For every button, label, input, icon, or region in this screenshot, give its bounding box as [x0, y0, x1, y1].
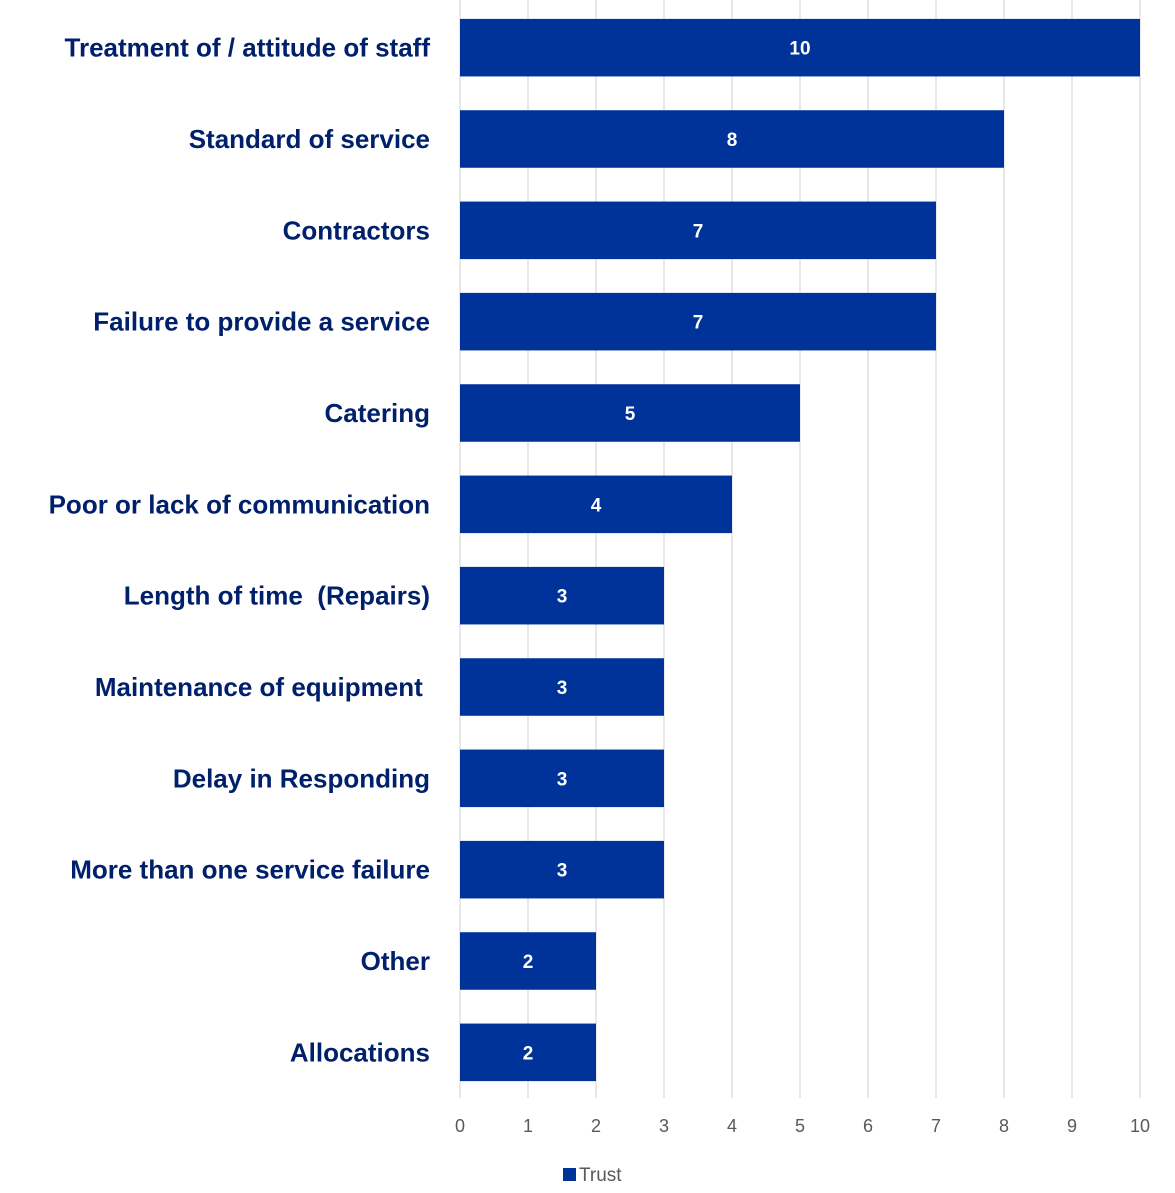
category-label: Treatment of / attitude of staff	[65, 33, 431, 63]
x-tick-label: 8	[999, 1116, 1009, 1136]
bar	[460, 110, 1004, 168]
grid-lines	[459, 0, 1141, 1098]
category-label: Maintenance of equipment	[95, 672, 430, 702]
bar	[460, 932, 596, 990]
x-tick-label: 3	[659, 1116, 669, 1136]
bar	[460, 292, 936, 351]
x-tick-label: 0	[455, 1116, 465, 1136]
bar-value-label: 5	[625, 404, 636, 425]
category-label: Length of time (Repairs)	[124, 581, 430, 611]
bar	[460, 840, 664, 899]
bar-value-label: 3	[557, 769, 568, 790]
bar-value-label: 8	[727, 130, 738, 151]
bar	[460, 475, 732, 534]
legend-label-trust: Trust	[579, 1165, 622, 1186]
x-tick-label: 6	[863, 1116, 873, 1136]
bar-value-label: 7	[693, 221, 704, 242]
bar-value-label: 3	[557, 587, 568, 608]
x-tick-label: 9	[1067, 1116, 1077, 1136]
category-label: Other	[361, 946, 430, 976]
category-label: Standard of service	[189, 124, 430, 154]
bar	[460, 566, 664, 625]
x-tick-label: 4	[727, 1116, 737, 1136]
x-tick-label: 10	[1130, 1116, 1150, 1136]
category-label: More than one service failure	[70, 855, 430, 885]
bar	[460, 1023, 596, 1082]
x-tick-label: 7	[931, 1116, 941, 1136]
bar	[460, 201, 936, 260]
legend: Trust	[563, 1165, 622, 1186]
bar	[460, 749, 664, 808]
category-label: Poor or lack of communication	[49, 489, 430, 519]
bar-value-label: 3	[557, 678, 568, 699]
bar	[460, 384, 800, 442]
bar-value-label: 4	[591, 495, 602, 516]
bar-value-label: 2	[523, 952, 534, 973]
x-axis-ticks: 0 1 2 3 4 5 6 7 8 9 10	[455, 1116, 1150, 1136]
bar-value-label: 3	[557, 861, 568, 882]
category-label: Catering	[325, 398, 430, 428]
category-labels: Treatment of / attitude of staff Standard…	[49, 33, 431, 1068]
bar-value-label: 2	[523, 1043, 534, 1064]
x-tick-label: 2	[591, 1116, 601, 1136]
legend-swatch-trust	[563, 1168, 576, 1181]
bar	[460, 18, 1140, 77]
category-label: Contractors	[283, 215, 430, 245]
category-label: Allocations	[290, 1037, 430, 1067]
bar	[460, 658, 664, 716]
bar-value-label: 10	[789, 39, 810, 60]
category-label: Delay in Responding	[173, 763, 430, 793]
bar-value-label: 7	[693, 313, 704, 334]
x-tick-label: 1	[523, 1116, 533, 1136]
bars: 10 8 7 7 5 4 3 3 3 3 2 2	[460, 18, 1140, 1082]
category-label: Failure to provide a service	[93, 307, 430, 337]
x-tick-label: 5	[795, 1116, 805, 1136]
